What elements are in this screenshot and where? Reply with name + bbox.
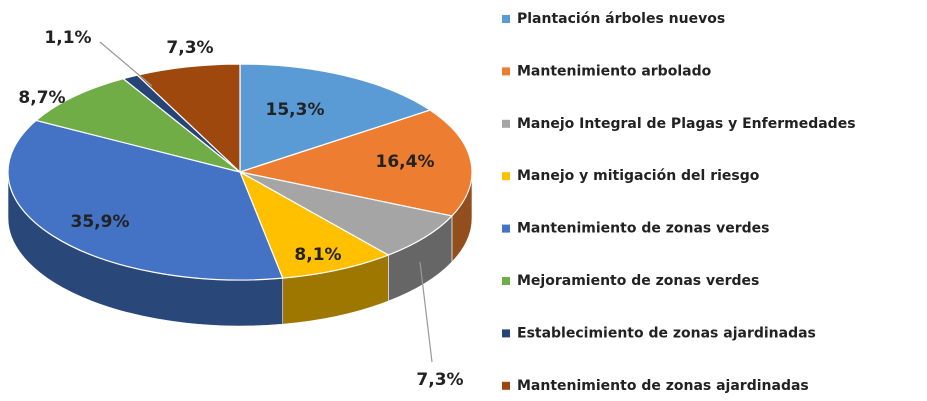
data-label: 15,3% [266,100,325,120]
data-label: 35,9% [71,212,130,232]
data-labels: 15,3% 16,4% 7,3% 8,1% 35,9% 8,7% 1,1% 7,3% [18,28,463,390]
pie-slice [238,170,390,279]
pie-slice [7,119,284,281]
legend-label: Mantenimiento de zonas ajardinadas [517,378,809,394]
legend-swatch [502,329,510,338]
data-label: 1,1% [44,28,91,48]
legend-swatch [502,172,510,181]
legend-swatch [502,277,510,285]
pie-sides [7,171,473,327]
data-label: 7,3% [416,370,463,390]
data-label: 8,7% [18,88,65,108]
pie-slice [237,109,473,217]
legend-swatch [502,119,510,128]
legend-label: Manejo y mitigación del riesgo [517,168,760,184]
pie-slice [239,171,454,256]
legend-swatch [502,224,510,233]
legend-swatch [502,67,510,76]
pie-tops [7,63,473,281]
pie-slice [239,63,432,173]
legend-label: Mantenimiento arbolado [517,63,712,79]
data-label: 7,3% [166,38,213,58]
legend-label: Plantación árboles nuevos [517,11,725,27]
leader-line [99,41,153,87]
legend-label: Establecimiento de zonas ajardinadas [517,325,816,341]
legend-label: Mejoramiento de zonas verdes [517,273,759,289]
data-label: 16,4% [376,152,435,172]
pie-slice [34,78,241,173]
legend: Plantación árboles nuevos Mantenimiento a… [502,11,856,394]
data-label: 8,1% [294,245,341,265]
legend-swatch [502,15,510,23]
legend-label: Mantenimiento de zonas verdes [517,221,770,237]
legend-swatch [502,381,510,390]
leader-line [419,261,433,363]
legend-label: Manejo Integral de Plagas y Enfermedades [517,116,856,132]
